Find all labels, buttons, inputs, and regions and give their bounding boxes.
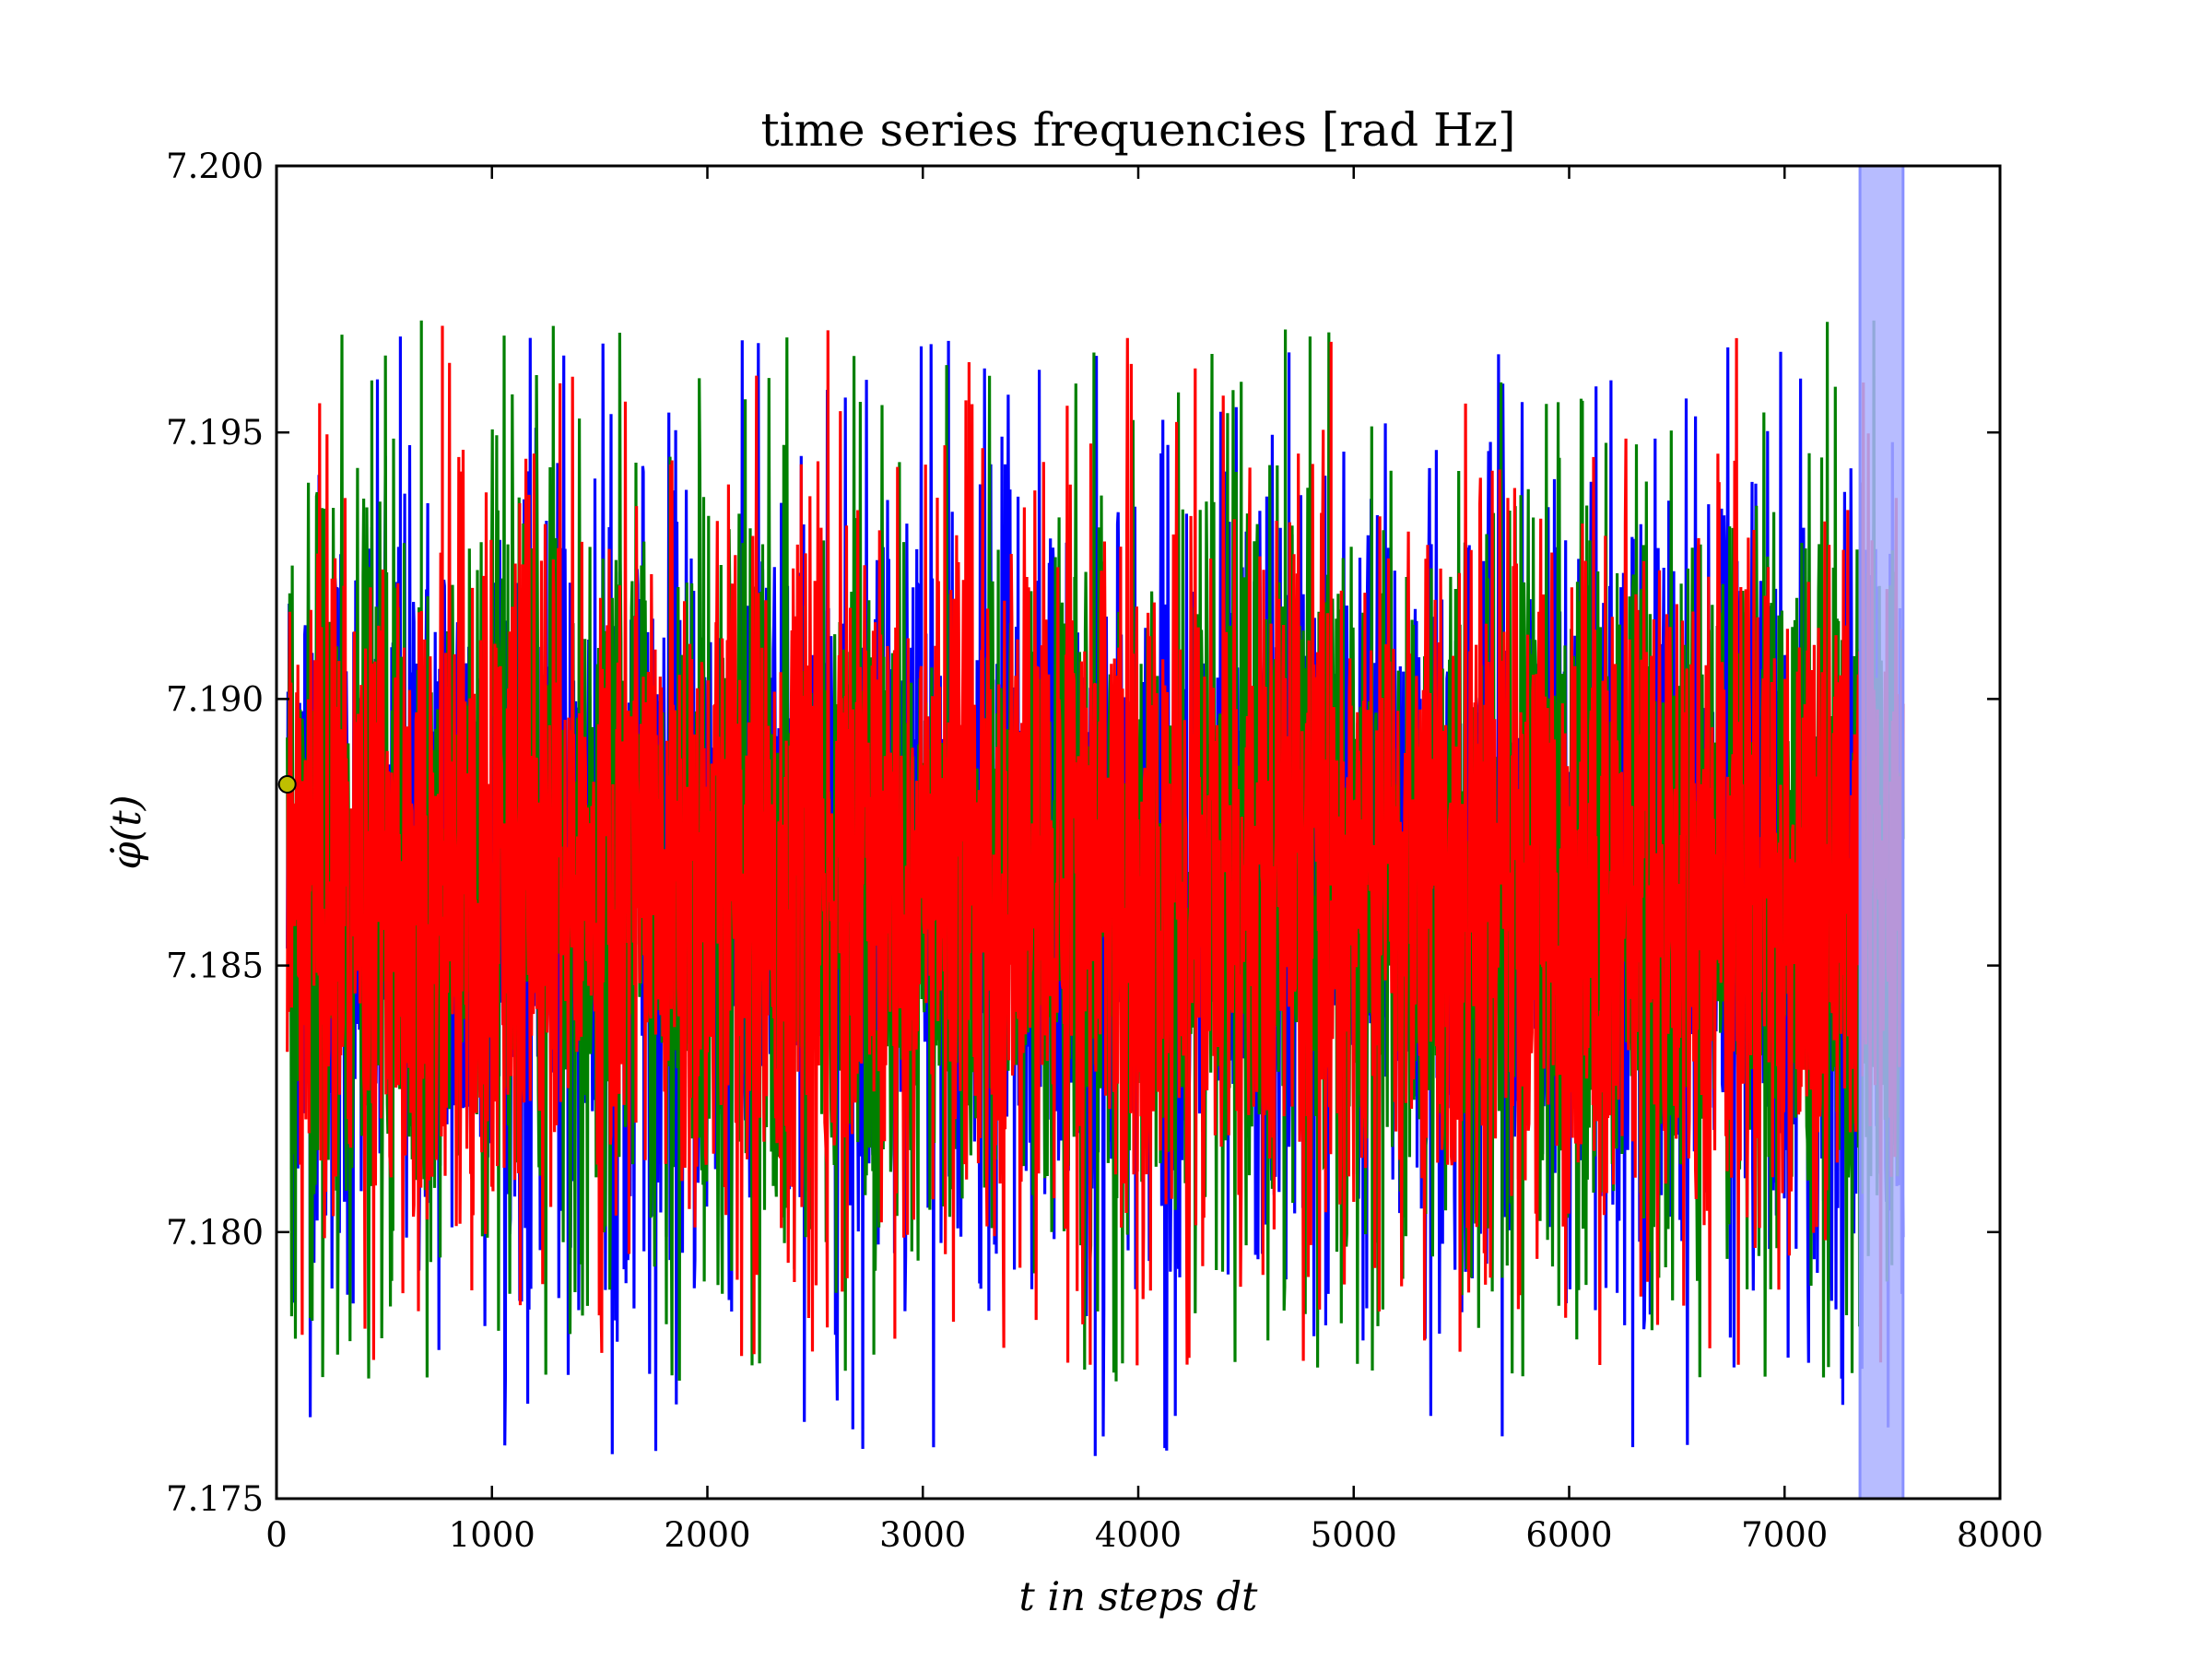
series-line-1 [286, 336, 1905, 1456]
series-line-3 [286, 325, 1905, 1366]
y-tick-label: 7.200 [166, 147, 264, 186]
y-tick-label: 7.175 [166, 1479, 264, 1519]
x-tick-label: 7000 [1741, 1515, 1828, 1555]
start-marker [277, 774, 297, 794]
x-tick-label: 5000 [1311, 1515, 1397, 1555]
series-layer [286, 320, 1905, 1456]
x-tick-label: 4000 [1095, 1515, 1182, 1555]
x-tick-label: 2000 [664, 1515, 750, 1555]
x-tick-label: 3000 [879, 1515, 966, 1555]
y-tick-label: 7.195 [166, 413, 264, 453]
ticks-layer: 0 1000 2000 3000 4000 5000 6000 7000 8000 7.175 7.… [166, 147, 2043, 1555]
x-tick-label: 6000 [1525, 1515, 1612, 1555]
x-tick-label: 0 [265, 1515, 288, 1555]
x-axis-label: t in steps dt [1019, 1574, 1259, 1620]
x-tick-label: 1000 [449, 1515, 535, 1555]
chart-title: time series frequencies [rad Hz] [761, 103, 1516, 157]
highlight-span [1858, 164, 1905, 1500]
x-tick-label: 8000 [1957, 1515, 2043, 1555]
overlay-layer [277, 164, 1905, 1500]
y-tick-label: 7.190 [166, 679, 264, 719]
y-tick-label: 7.185 [166, 947, 264, 986]
y-axis-label: φ̇(t) [104, 795, 150, 870]
y-tick-label: 7.180 [166, 1213, 264, 1253]
